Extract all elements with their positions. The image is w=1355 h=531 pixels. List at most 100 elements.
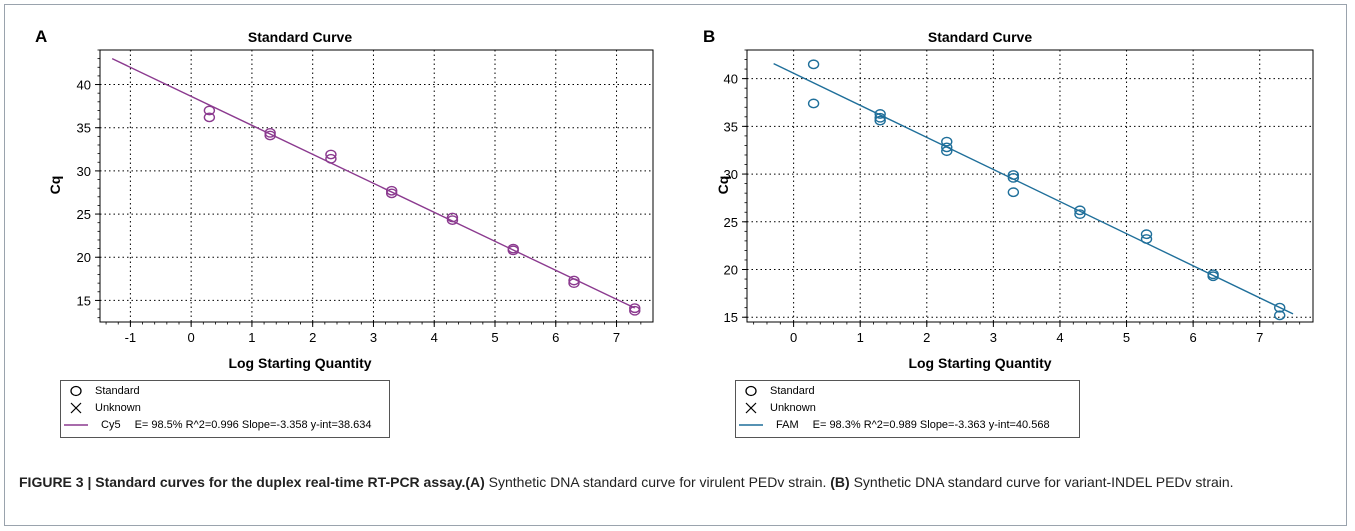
chart1-fit-line <box>773 62 1294 315</box>
chart1-point-2 <box>874 109 886 119</box>
chart1-ytick-label-4: 35 <box>724 119 738 134</box>
chart1-xtick-label-7: 7 <box>1256 330 1263 345</box>
chart0-point-14 <box>629 303 641 314</box>
panel-b-plot: 0 1 2 3 4 5 6 7 15 20 25 30 35 40 <box>724 49 1314 345</box>
chart0-ytick-label-2: 25 <box>77 207 91 222</box>
chart0-xtick-label-8: 7 <box>613 330 620 345</box>
panel-a-legend: Standard Unknown Cy5 E= 98.5% R^2=0.996 Slo… <box>60 380 390 438</box>
chart0-xtick-label-5: 4 <box>431 330 438 345</box>
chart1-xtick-label-3: 3 <box>990 330 997 345</box>
chart0-xtick-label-3: 2 <box>309 330 316 345</box>
line-marker-icon <box>736 422 766 428</box>
circle-marker-icon <box>61 385 91 397</box>
chart1-point-0 <box>807 59 820 70</box>
caption-b-ref: (B) <box>830 474 850 490</box>
caption-b-text: Synthetic DNA standard curve for variant… <box>849 474 1234 490</box>
legend-0-entry-0: Standard <box>61 383 140 399</box>
chart0-ytick-label-1: 20 <box>77 250 91 265</box>
chart1-point-10 <box>1007 187 1020 198</box>
chart0-point-4 <box>325 149 337 160</box>
caption-a-ref: (A) <box>465 474 485 490</box>
chart0-point-1 <box>203 112 216 123</box>
legend-label: Standard <box>95 385 140 397</box>
chart0-point-11 <box>507 245 519 256</box>
legend-label: Standard <box>770 385 815 397</box>
panel-a-xlabel: Log Starting Quantity <box>228 355 372 371</box>
chart0-point-5 <box>325 153 337 164</box>
chart0-ytick-label-0: 15 <box>77 293 91 308</box>
chart1-point-18 <box>1274 310 1286 321</box>
circle-marker-icon <box>736 385 766 397</box>
line-marker-icon <box>61 422 91 428</box>
legend-fit-stats: E= 98.5% R^2=0.996 Slope=-3.358 y-int=38… <box>134 419 372 431</box>
chart1-point-5 <box>941 136 953 147</box>
chart0-point-3 <box>264 130 276 141</box>
caption-label: FIGURE 3 | Standard curves for the duple… <box>19 474 466 490</box>
chart1-point-3 <box>874 112 886 123</box>
figure-caption: FIGURE 3 | Standard curves for the duple… <box>19 472 1339 492</box>
chart1-ytick-label-3: 30 <box>724 167 738 182</box>
chart1-ytick-label-5: 40 <box>724 72 738 87</box>
chart0-plot-frame <box>99 49 654 323</box>
cross-marker-icon <box>61 401 91 415</box>
chart0-point-9 <box>446 215 459 226</box>
chart1-point-16 <box>1207 271 1219 282</box>
chart0-fit-line <box>111 58 636 309</box>
chart1-ytick-label-0: 15 <box>724 310 738 325</box>
figure-frame: A Standard Curve Cq Log Starting Quantit… <box>4 4 1347 526</box>
chart0-xtick-label-2: 1 <box>248 330 255 345</box>
chart1-xtick-label-6: 6 <box>1190 330 1197 345</box>
panel-a: A Standard Curve Cq Log Starting Quantit… <box>5 5 665 445</box>
chart1-point-4 <box>874 115 886 126</box>
chart1-ytick-label-2: 25 <box>724 215 738 230</box>
chart0-point-7 <box>385 188 398 199</box>
chart0-point-12 <box>568 275 580 286</box>
chart1-xtick-label-5: 5 <box>1123 330 1130 345</box>
cross-marker-icon <box>736 401 766 415</box>
chart1-point-17 <box>1274 302 1286 313</box>
legend-label: Unknown <box>770 402 816 414</box>
chart1-xtick-label-0: 0 <box>790 330 797 345</box>
chart0-xtick-label-0: -1 <box>125 330 137 345</box>
chart0-xtick-label-7: 6 <box>552 330 559 345</box>
chart0-xtick-label-6: 5 <box>491 330 498 345</box>
panel-b-legend: Standard Unknown FAM E= 98.3% R^2=0.989 Slo… <box>735 380 1080 438</box>
panel-a-letter: A <box>35 27 48 46</box>
chart0-point-8 <box>446 212 459 223</box>
chart0-point-15 <box>629 305 641 316</box>
chart0-point-2 <box>264 127 276 138</box>
chart1-point-11 <box>1074 205 1086 216</box>
chart1-point-13 <box>1140 229 1153 240</box>
legend-1-entry-2: FAM E= 98.3% R^2=0.989 Slope=-3.363 y-int… <box>736 417 1050 433</box>
legend-1-entry-0: Standard <box>736 383 815 399</box>
chart0-point-6 <box>385 185 398 196</box>
chart1-xtick-label-4: 4 <box>1056 330 1063 345</box>
chart1-ytick-label-1: 20 <box>724 263 738 278</box>
chart1-point-12 <box>1074 209 1086 220</box>
chart0-point-0 <box>203 105 216 116</box>
panel-a-title: Standard Curve <box>247 29 353 45</box>
panel-b-letter: B <box>703 27 716 46</box>
chart1-point-6 <box>941 142 953 153</box>
legend-0-entry-2: Cy5 E= 98.5% R^2=0.996 Slope=-3.358 y-int… <box>61 417 372 433</box>
chart0-xtick-label-4: 3 <box>370 330 377 345</box>
chart1-xtick-label-1: 1 <box>857 330 864 345</box>
chart0-ytick-label-5: 40 <box>77 78 91 93</box>
chart1-point-9 <box>1007 172 1020 183</box>
legend-label: Cy5 <box>101 419 121 431</box>
panel-b-xlabel: Log Starting Quantity <box>908 355 1052 371</box>
chart1-point-1 <box>807 98 820 109</box>
legend-0-entry-1: Unknown <box>61 400 141 416</box>
chart1-point-14 <box>1140 234 1153 244</box>
legend-fit-stats: E= 98.3% R^2=0.989 Slope=-3.363 y-int=40… <box>812 419 1050 431</box>
chart1-point-8 <box>1007 170 1020 180</box>
panel-b: B Standard Curve Cq Log Starting Quantit… <box>685 5 1345 445</box>
chart0-xtick-label-1: 0 <box>188 330 195 345</box>
chart0-ytick-label-3: 30 <box>77 164 91 179</box>
chart1-plot-frame <box>746 49 1314 323</box>
panel-b-title: Standard Curve <box>927 29 1033 45</box>
panel-a-plot: -1 0 1 2 3 4 5 6 7 15 20 25 30 35 40 <box>77 49 654 345</box>
legend-label: Unknown <box>95 402 141 414</box>
chart0-ytick-label-4: 35 <box>77 121 91 136</box>
chart1-xtick-label-2: 2 <box>923 330 930 345</box>
